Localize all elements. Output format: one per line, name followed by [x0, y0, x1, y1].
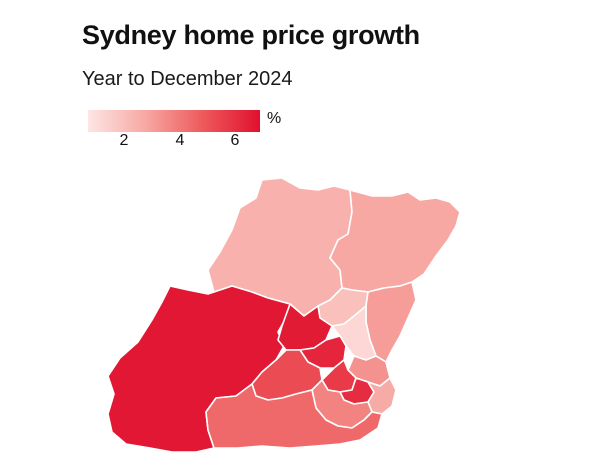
region-central-coast-north[interactable] [329, 189, 461, 293]
map-subtitle: Year to December 2024 [82, 68, 293, 90]
region-eastern-suburbs[interactable] [367, 377, 397, 415]
color-legend: % 2 4 6 [88, 108, 288, 158]
legend-tick-4: 4 [175, 132, 185, 149]
legend-gradient-bar [88, 110, 260, 132]
map-title: Sydney home price growth [82, 20, 420, 50]
legend-tick-6: 6 [230, 132, 240, 149]
region-sutherland[interactable] [205, 383, 383, 449]
legend-tick-2: 2 [119, 132, 129, 149]
legend-unit-label: % [267, 110, 282, 127]
choropleth-map [107, 177, 461, 453]
